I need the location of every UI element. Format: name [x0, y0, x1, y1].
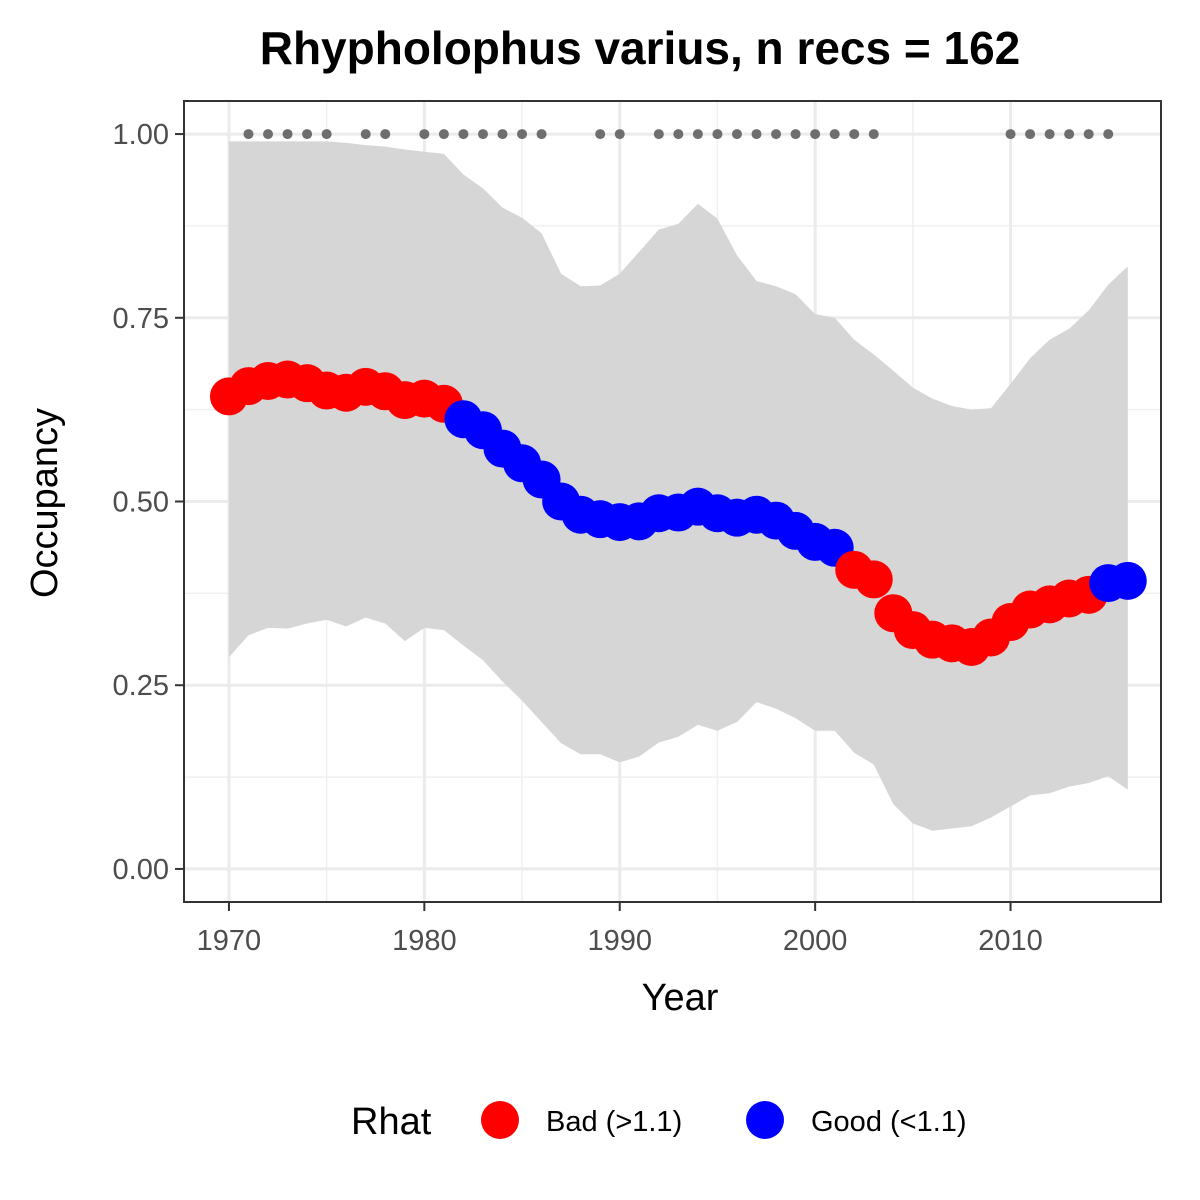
record-dot — [849, 129, 860, 140]
record-dot — [1103, 129, 1114, 140]
record-dot — [731, 129, 742, 140]
credible-interval-ribbon — [228, 141, 1128, 831]
record-dot — [1025, 129, 1036, 140]
record-dot — [536, 129, 547, 140]
occupancy-point — [854, 560, 893, 599]
y-tick-label: 0.50 — [113, 487, 169, 519]
record-dot — [282, 129, 293, 140]
record-dot — [419, 129, 430, 140]
y-tick-label: 1.00 — [113, 119, 169, 151]
y-tick-label: 0.75 — [113, 303, 169, 335]
record-dot — [517, 129, 528, 140]
x-tick-label: 1970 — [197, 925, 262, 957]
x-tick-label: 1990 — [587, 925, 652, 957]
record-dot — [751, 129, 762, 140]
record-dot — [360, 129, 371, 140]
record-dot — [595, 129, 606, 140]
record-dot — [653, 129, 664, 140]
record-dot — [302, 129, 313, 140]
x-tick-label: 2000 — [783, 925, 848, 957]
y-axis-title: Occupancy — [24, 408, 66, 598]
ribbon-area — [228, 141, 1128, 831]
record-dot — [243, 129, 254, 140]
occupancy-point — [1108, 561, 1147, 600]
record-dot — [673, 129, 684, 140]
x-axis-ticks: 1970 1980 1990 2000 2010 — [197, 902, 1043, 957]
y-tick-label: 0.25 — [113, 670, 169, 702]
record-dot — [868, 129, 879, 140]
record-dot — [263, 129, 274, 140]
x-axis-title: Year — [642, 977, 719, 1019]
record-year-dots — [243, 129, 1114, 140]
record-dot — [321, 129, 332, 140]
record-dot — [1083, 129, 1094, 140]
legend-key-bad — [481, 1101, 519, 1139]
chart-title: Rhypholophus varius, n recs = 162 — [260, 22, 1021, 74]
legend-label-bad: Bad (>1.1) — [546, 1106, 682, 1138]
y-tick-label: 0.00 — [113, 854, 169, 886]
record-dot — [477, 129, 488, 140]
legend-title: Rhat — [351, 1101, 432, 1143]
record-dot — [712, 129, 723, 140]
record-dot — [1064, 129, 1075, 140]
record-dot — [614, 129, 625, 140]
record-dot — [438, 129, 449, 140]
record-dot — [458, 129, 469, 140]
legend-key-good — [746, 1101, 784, 1139]
record-dot — [1044, 129, 1055, 140]
record-dot — [692, 129, 703, 140]
x-tick-label: 1980 — [392, 925, 457, 957]
legend-label-good: Good (<1.1) — [811, 1106, 967, 1138]
y-axis-ticks: 0.00 0.25 0.50 0.75 1.00 — [113, 119, 184, 886]
record-dot — [771, 129, 782, 140]
record-dot — [497, 129, 508, 140]
x-tick-label: 2010 — [978, 925, 1043, 957]
record-dot — [380, 129, 391, 140]
record-dot — [829, 129, 840, 140]
legend: Rhat Bad (>1.1) Good (<1.1) — [351, 1101, 967, 1143]
record-dot — [1005, 129, 1016, 140]
record-dot — [790, 129, 801, 140]
record-dot — [810, 129, 821, 140]
occupancy-points — [209, 360, 1147, 667]
